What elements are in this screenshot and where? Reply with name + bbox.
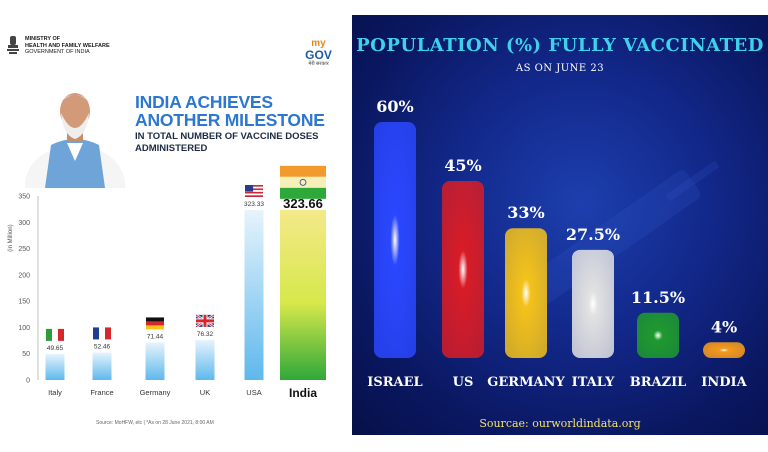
value-label: 323.33 <box>244 201 264 208</box>
value-label: 49.65 <box>47 345 64 352</box>
ministry-line: GOVERNMENT OF INDIA <box>25 49 90 55</box>
y-tick-label: 350 <box>18 194 30 201</box>
flag-cross-red <box>196 319 214 323</box>
y-tick-label: 150 <box>18 299 30 306</box>
flag-stripe <box>46 328 52 341</box>
footer-source: Source: MoHFW, etc | *As on 28 June 2021… <box>96 420 214 426</box>
bar-germany <box>145 342 165 380</box>
bar-usa <box>244 210 264 380</box>
ministry-line: MINISTRY OF <box>25 36 61 42</box>
vaccine-doses-chart: 0 50 100 150 200 250 300 350 (in Million) 49.65 It… <box>8 165 326 400</box>
category-label: US <box>453 375 474 390</box>
value-label: 76.32 <box>197 331 214 338</box>
national-emblem-icon <box>7 36 19 54</box>
flag-stripe <box>245 193 263 196</box>
category-label-india: India <box>289 386 317 400</box>
category-label: ISRAEL <box>367 375 422 390</box>
mygov-logo-top: my <box>311 38 326 49</box>
value-label: 52.46 <box>94 343 111 350</box>
flag-stripe <box>245 190 263 192</box>
mygov-logo: my GOV मेरी सरकार <box>296 38 341 68</box>
bar-uk <box>195 339 215 380</box>
syringe-backdrop-icon <box>513 170 701 314</box>
value-label: 71.44 <box>147 333 164 340</box>
flag-stripe <box>105 327 111 340</box>
category-label: ITALY <box>572 375 615 390</box>
right-infographic: 60% ISRAEL 45% US 33% GERMANY 27.5% ITALY 11.5% B… <box>352 15 768 435</box>
value-label-india: 323.66 <box>283 196 323 211</box>
category-label: Germany <box>140 388 171 397</box>
chart-source: Sourcae: ourworldindata.org <box>479 417 641 430</box>
india-flag-stripe <box>280 165 326 177</box>
mygov-logo-bottom: GOV <box>305 48 332 62</box>
y-axis-title: (in Million) <box>8 224 14 251</box>
subheadline: IN TOTAL NUMBER OF VACCINE DOSES ADMINIS… <box>135 131 319 154</box>
value-label: 60% <box>376 97 413 116</box>
flag-stripe <box>245 195 263 198</box>
category-label: UK <box>200 388 210 397</box>
india-flag-stripe <box>280 187 326 199</box>
value-label: 45% <box>444 156 481 175</box>
ministry-label: MINISTRY OF HEALTH AND FAMILY WELFARE GO… <box>25 36 115 56</box>
uk-flag-icon <box>195 313 215 328</box>
y-tick-label: 50 <box>22 351 30 358</box>
category-label: BRAZIL <box>630 375 687 390</box>
flag-stripe <box>245 188 263 191</box>
flag-stripe <box>245 185 263 187</box>
flag-stripe <box>245 191 263 194</box>
category-label: Italy <box>48 388 62 397</box>
value-label: 11.5% <box>631 288 685 307</box>
portrait-image <box>25 93 125 188</box>
category-label: France <box>90 388 113 397</box>
value-label: 33% <box>507 203 544 222</box>
flag-stripe <box>245 186 263 189</box>
mygov-logo-hindi: मेरी सरकार <box>308 61 329 67</box>
vaccinated-percent-chart: 60% ISRAEL 45% US 33% GERMANY 27.5% ITALY 11.5% B… <box>367 97 747 390</box>
left-infographic: MINISTRY OF HEALTH AND FAMILY WELFARE GO… <box>0 15 345 440</box>
bar-germany <box>505 228 547 358</box>
india-flag-stripe <box>280 176 326 188</box>
y-tick-label: 200 <box>18 272 30 279</box>
italy-flag-icon <box>46 328 64 341</box>
flag-stripe <box>99 327 105 340</box>
usa-flag-icon <box>245 185 263 198</box>
france-flag-icon <box>93 327 111 340</box>
bar-brazil <box>637 312 679 358</box>
category-label: USA <box>246 388 261 397</box>
flag-canton <box>245 185 254 192</box>
bar-india <box>280 209 326 380</box>
bar-us <box>442 181 484 358</box>
bar-italy <box>45 353 65 380</box>
y-tick-label: 300 <box>18 220 30 227</box>
ministry-line: HEALTH AND FAMILY WELFARE <box>25 42 110 49</box>
bar-france <box>92 352 112 380</box>
chart-title: POPULATION (%) FULLY VACCINATED <box>356 35 764 56</box>
value-label: 27.5% <box>566 225 620 244</box>
flag-stripe <box>93 327 99 340</box>
india-chakra-icon <box>299 178 307 186</box>
chart-subtitle: AS ON JUNE 23 <box>515 63 605 74</box>
category-label: INDIA <box>701 375 747 390</box>
flag-stripe <box>146 321 164 326</box>
germany-flag-icon <box>146 317 164 330</box>
bar-israel <box>374 122 416 358</box>
flag-stripe <box>58 328 64 341</box>
bar-italy <box>572 249 614 358</box>
flag-stripe <box>146 325 164 330</box>
syringe-needle-backdrop <box>665 160 720 202</box>
flag-stripe <box>146 317 164 322</box>
y-tick-label: 100 <box>18 325 30 332</box>
category-label: GERMANY <box>487 375 565 390</box>
bar-india <box>703 342 745 358</box>
y-tick-label: 0 <box>26 378 30 385</box>
y-tick-label: 250 <box>18 246 30 253</box>
value-label: 4% <box>711 317 737 336</box>
headline: INDIA ACHIEVES ANOTHER MILESTONE <box>135 92 325 130</box>
flag-stripe <box>52 328 58 341</box>
